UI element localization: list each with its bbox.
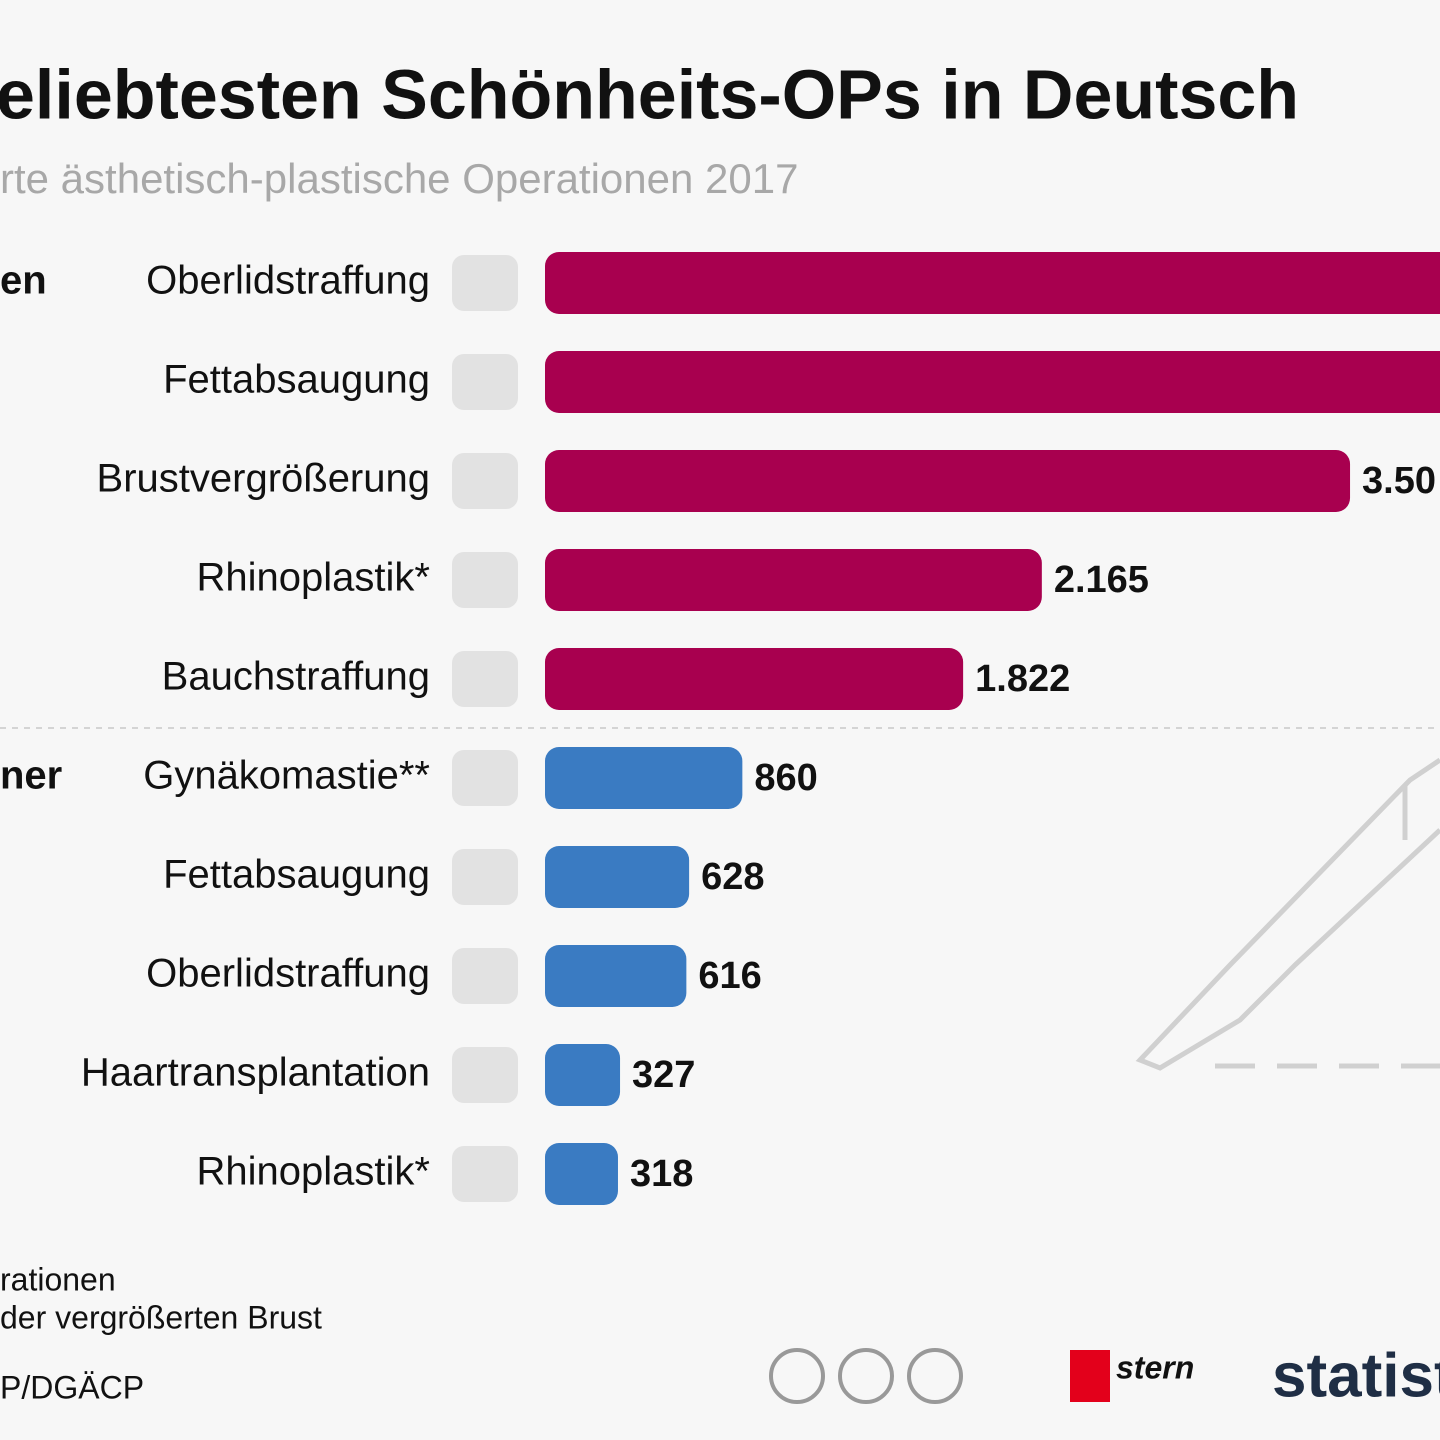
stern-logo-mark [1070, 1350, 1110, 1402]
bar [545, 945, 687, 1007]
category-icon [452, 948, 518, 1004]
category-label: Brustvergrößerung [97, 457, 430, 501]
group-label: en [0, 259, 47, 303]
license-icons [769, 1348, 963, 1404]
category-label: Gynäkomastie** [143, 754, 430, 798]
category-label: Rhinoplastik* [197, 556, 430, 600]
source: P/DGÄCP [0, 1369, 144, 1405]
bar [545, 549, 1042, 611]
category-icon [452, 651, 518, 707]
chart-subtitle: rte ästhetisch-plastische Operationen 20… [0, 155, 798, 202]
scalpel-illustration [1135, 757, 1440, 1071]
category-icon [452, 552, 518, 608]
bar [545, 252, 1440, 314]
category-label: Rhinoplastik* [197, 1150, 430, 1194]
bar [545, 747, 743, 809]
bar [545, 450, 1351, 512]
category-icon [452, 354, 518, 410]
footnote: rationen [0, 1261, 116, 1297]
bar [545, 648, 964, 710]
category-label: Oberlidstraffung [146, 259, 430, 303]
category-icon [452, 453, 518, 509]
value-label: 2.165 [1054, 559, 1149, 601]
category-icon [452, 1047, 518, 1103]
value-label: 327 [632, 1054, 695, 1096]
value-label: 1.822 [975, 658, 1070, 700]
category-icon [452, 255, 518, 311]
value-label: 318 [630, 1153, 693, 1195]
brand: stern [1116, 1349, 1194, 1385]
brand: statist [1272, 1341, 1440, 1410]
bar [545, 351, 1440, 413]
bar [545, 1143, 618, 1205]
chart-title: eliebtesten Schönheits-OPs in Deutsch [0, 55, 1299, 133]
category-icon [452, 1146, 518, 1202]
category-icon [452, 849, 518, 905]
bar [545, 1044, 621, 1106]
group-label: ner [0, 754, 62, 798]
category-icon [452, 750, 518, 806]
category-label: Bauchstraffung [162, 655, 430, 699]
category-label: Fettabsaugung [163, 358, 430, 402]
value-label: 3.50 [1362, 460, 1436, 502]
category-label: Fettabsaugung [163, 853, 430, 897]
bar [545, 846, 690, 908]
footnote: der vergrößerten Brust [0, 1299, 322, 1335]
category-label: Oberlidstraffung [146, 952, 430, 996]
value-label: 860 [754, 757, 817, 799]
value-label: 616 [698, 955, 761, 997]
category-label: Haartransplantation [81, 1051, 430, 1095]
value-label: 628 [701, 856, 764, 898]
